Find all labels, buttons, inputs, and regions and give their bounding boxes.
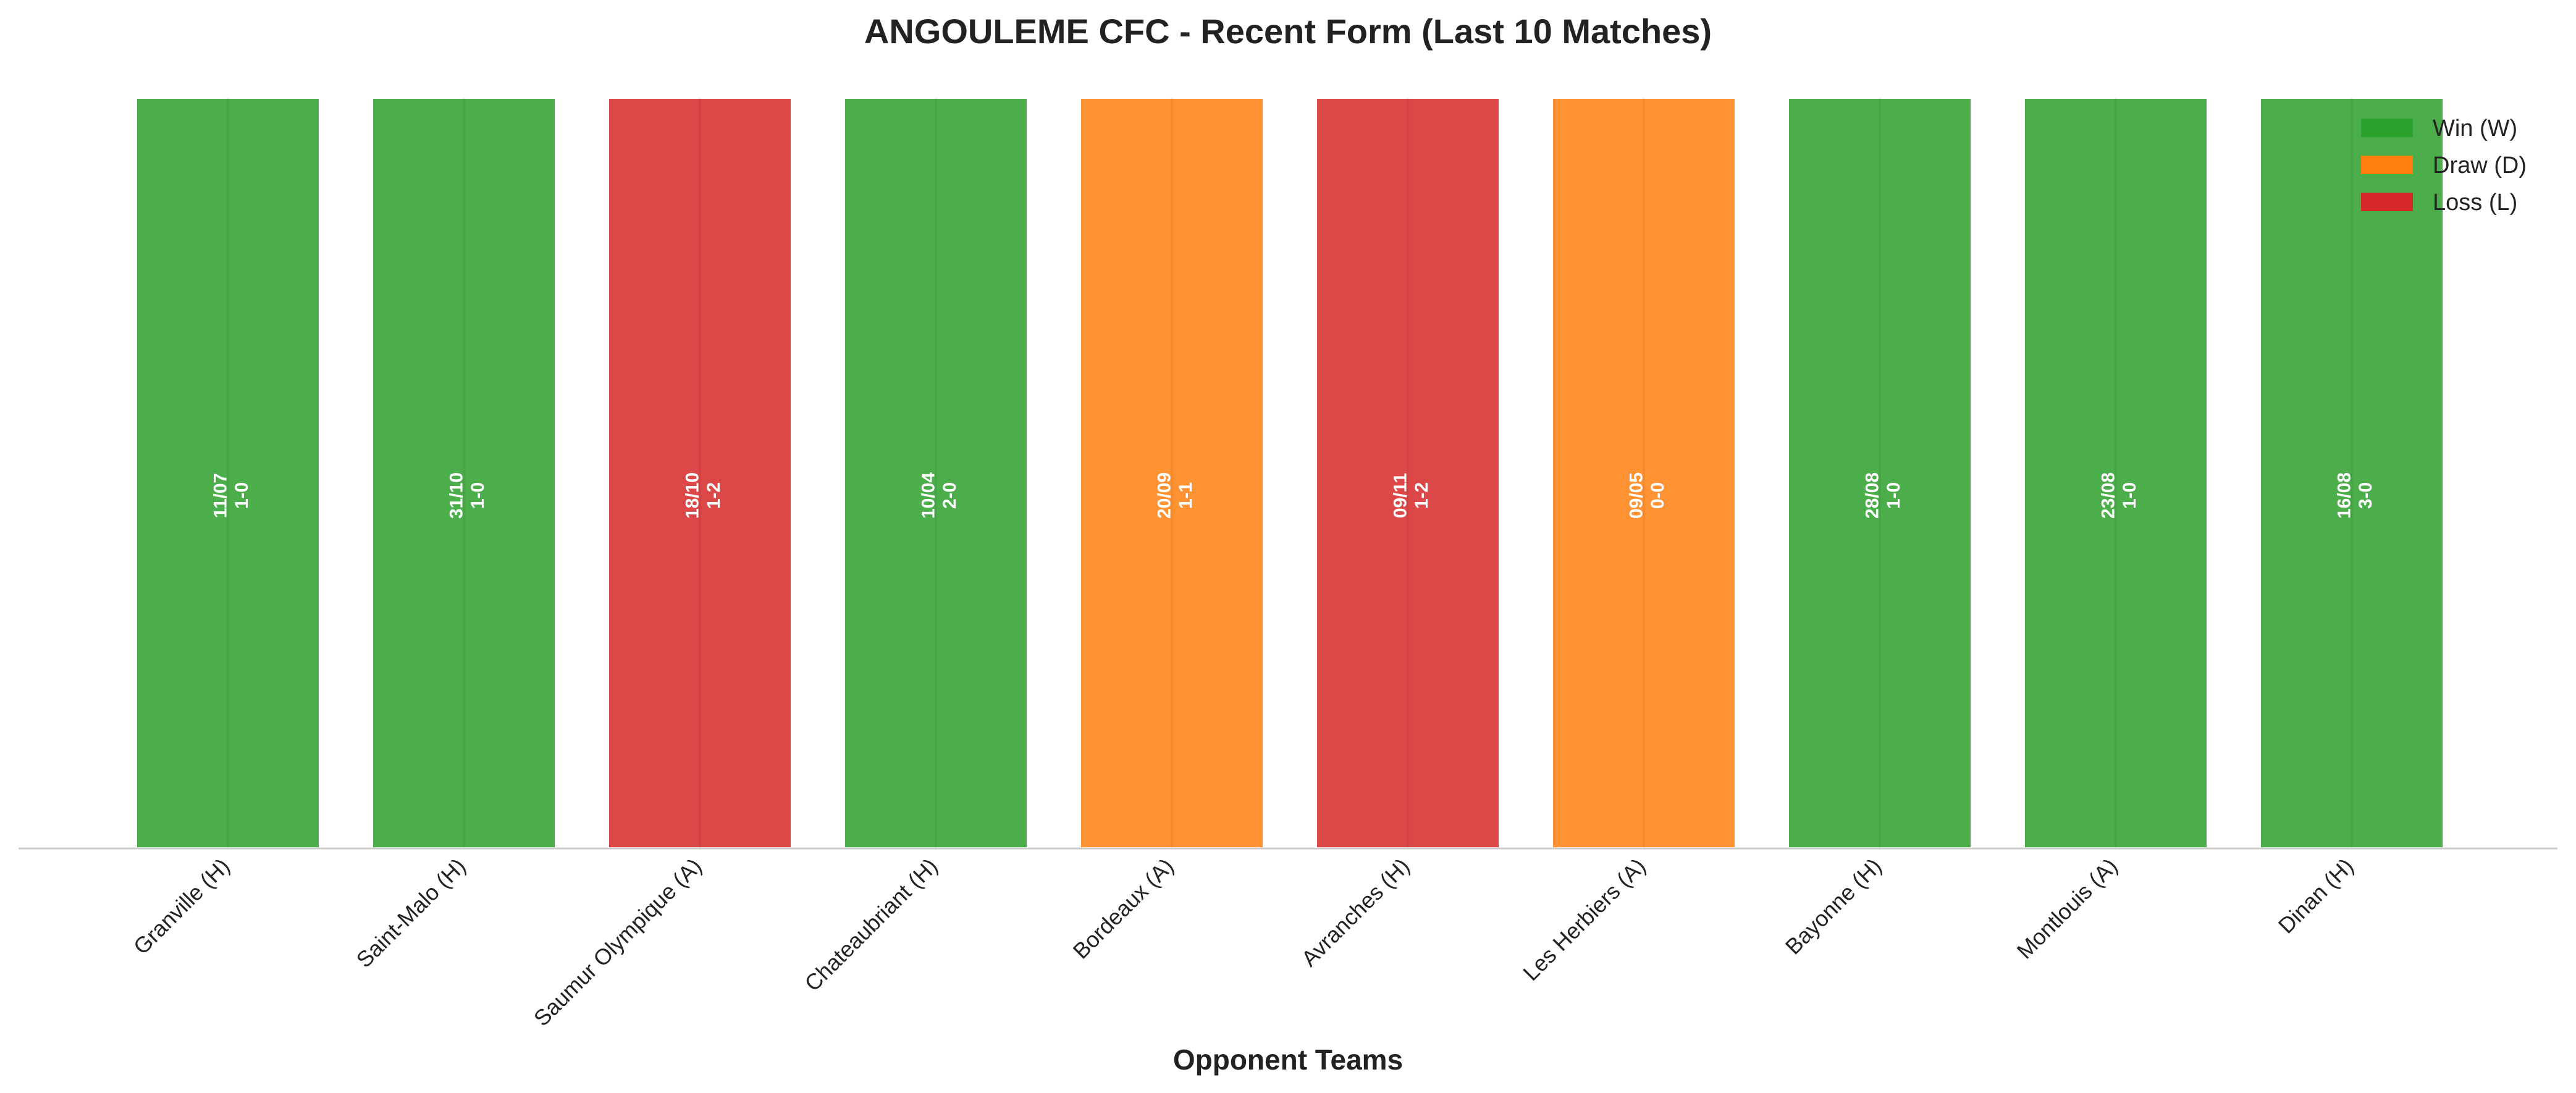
x-tick-label: Chateaubriant (H) [799,853,942,996]
legend-swatch [2361,119,2413,137]
bar-group: 10/042-0 [843,96,1029,850]
bar-date: 20/09 [1155,472,1175,519]
bar [607,96,793,850]
bar-date: 09/05 [1627,472,1647,519]
bar-date: 31/10 [447,472,467,519]
bar-label: 11/071-0 [211,473,253,518]
bar-label: 28/081-0 [1863,472,1905,519]
bar-score: 1-0 [1884,482,1904,509]
bar [371,96,557,850]
x-tick-label: Saint-Malo (H) [351,853,471,973]
bar-date: 09/11 [1391,473,1411,518]
x-tick-label: Les Herbiers (A) [1518,853,1650,986]
bar-date: 23/08 [2098,472,2119,519]
chart-title: ANGOULEME CFC - Recent Form (Last 10 Mat… [864,12,1712,51]
bar-group: 16/083-0 [2258,96,2445,850]
bar-group: 18/101-2 [607,96,793,850]
legend-swatch [2361,156,2413,174]
x-tick-label: Dinan (H) [2273,853,2359,939]
bar-date: 10/04 [919,472,939,519]
bar-score: 1-0 [2119,482,2140,509]
bar [1315,96,1501,850]
x-tick-label: Granville (H) [128,853,235,960]
bar-group: 31/101-0 [371,96,557,850]
x-tick-label: Saumur Olympique (A) [529,853,707,1031]
bar [135,96,321,850]
bar-group: 20/091-1 [1079,96,1265,850]
legend-label: Draw (D) [2433,153,2527,178]
bar-group: 09/111-2 [1315,96,1501,850]
legend-swatch [2361,193,2413,211]
x-tick-labels: Granville (H) Saint-Malo (H) Saumur Olympi… [128,853,2359,1031]
bar-label: 31/101-0 [447,472,489,519]
bar [1079,96,1265,850]
legend: Win (W) Draw (D) Loss (L) [2361,115,2527,216]
bar-score: 1-0 [232,482,252,509]
bar-label: 09/111-2 [1391,473,1433,518]
bar-score: 2-0 [940,482,960,509]
x-tick-label: Bayonne (H) [1780,853,1887,960]
x-tick-label: Montlouis (A) [2012,853,2123,964]
bar-date: 16/08 [2334,472,2355,519]
legend-label: Loss (L) [2433,190,2517,216]
bar-label: 20/091-1 [1155,472,1197,519]
bar-score: 1-2 [1412,482,1432,509]
bar-label: 18/101-2 [683,472,725,519]
bar-group: 28/081-0 [1787,96,1973,850]
bar-score: 3-0 [2355,482,2376,509]
bar [1551,96,1737,850]
x-axis-label: Opponent Teams [1173,1044,1403,1076]
bar-label: 16/083-0 [2334,472,2376,519]
bar-date: 11/07 [211,473,231,518]
bar [2258,96,2445,850]
bar-score: 0-0 [1648,482,1668,509]
bar-label: 10/042-0 [919,472,961,519]
bar-date: 28/08 [1863,472,1883,519]
bar-score: 1-0 [468,482,488,509]
bar-group: 11/071-0 [135,96,321,850]
bar-score: 1-1 [1176,482,1196,509]
bars-layer: 11/071-0 31/101-0 18/101-2 10/042-0 20/091-1… [135,96,2445,850]
bar [843,96,1029,850]
bar-group: 23/081-0 [2022,96,2209,850]
x-tick-label: Bordeaux (A) [1068,853,1179,964]
x-tick-label: Avranches (H) [1296,853,1414,971]
legend-label: Win (W) [2433,115,2517,141]
bar-score: 1-2 [704,482,724,509]
bar-group: 09/050-0 [1551,96,1737,850]
bar-label: 23/081-0 [2098,472,2140,519]
bar-label: 09/050-0 [1627,472,1669,519]
bar-date: 18/10 [683,472,703,519]
